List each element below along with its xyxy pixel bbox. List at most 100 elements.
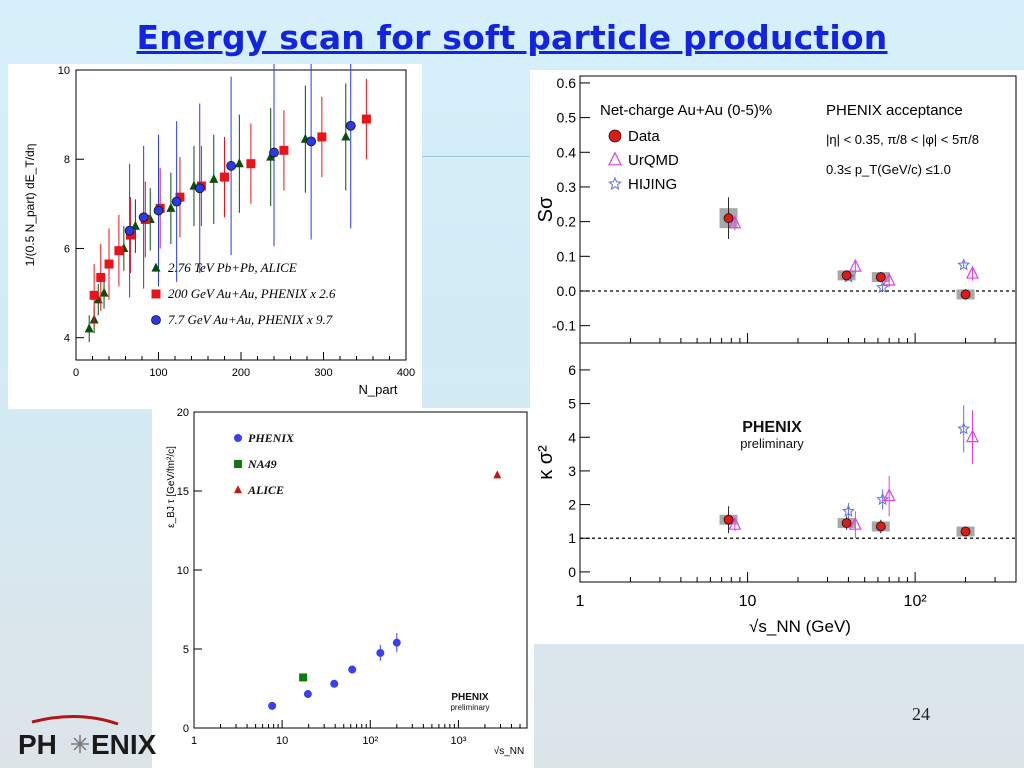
data-point bbox=[966, 429, 979, 443]
x-tick-label: 10 bbox=[276, 735, 288, 747]
watermark-subtitle: preliminary bbox=[740, 436, 804, 451]
data-point bbox=[876, 280, 890, 294]
data-point bbox=[194, 183, 205, 194]
chart-panel-bjorken: 0 5 10 15 20 1 10 10² 10³ ε_BJ τ [GeV/fm²/c] √s_NN… bbox=[152, 408, 534, 768]
series-circle bbox=[723, 506, 971, 537]
legend-marker bbox=[234, 460, 242, 468]
chart-bjorken-energy: 0 5 10 15 20 1 10 10² 10³ ε_BJ τ [GeV/fm²/c] √s_NN… bbox=[166, 408, 528, 757]
legend-marker bbox=[608, 151, 622, 166]
data-point bbox=[268, 701, 277, 710]
chart-panel-et-npart: 0 100 200 300 400 4 6 8 10 1/(0.5 N_part) dE_T/dη… bbox=[8, 64, 422, 409]
data-point bbox=[96, 272, 106, 282]
data-point bbox=[841, 518, 852, 528]
y-tick-label: 0.1 bbox=[557, 248, 577, 264]
series-circle bbox=[723, 197, 971, 300]
legend-marker bbox=[151, 262, 161, 272]
y-tick-label: 0.0 bbox=[557, 283, 577, 299]
legend-label: 7.7 GeV Au+Au, PHENIX x 9.7 bbox=[168, 312, 333, 327]
x-tick-label: 10³ bbox=[450, 735, 466, 747]
data-point bbox=[723, 514, 734, 525]
y-tick-label: 0 bbox=[183, 723, 189, 735]
y-axis-label: ε_BJ τ [GeV/fm²/c] bbox=[166, 446, 177, 528]
watermark-title: PHENIX bbox=[451, 692, 489, 703]
legend-marker bbox=[151, 315, 161, 325]
y-tick-label: 10 bbox=[177, 565, 189, 577]
legend-label: 2.76 TeV Pb+Pb, ALICE bbox=[168, 260, 297, 275]
data-point bbox=[89, 290, 99, 300]
y-tick-label: 5 bbox=[568, 396, 576, 412]
data-point bbox=[341, 131, 351, 141]
page-number: 24 bbox=[912, 704, 930, 724]
data-point bbox=[848, 516, 862, 530]
slide-title: Energy scan for soft particle production bbox=[136, 18, 888, 57]
chart-et-vs-npart: 0 100 200 300 400 4 6 8 10 1/(0.5 N_part) dE_T/dη… bbox=[23, 64, 415, 397]
y-tick-label: 15 bbox=[177, 486, 189, 498]
data-point bbox=[279, 145, 289, 155]
y-tick-label: 0.3 bbox=[557, 179, 577, 195]
data-point bbox=[220, 172, 229, 182]
divider-line bbox=[420, 156, 532, 157]
y-tick-label: 2 bbox=[568, 497, 576, 513]
acceptance-title: PHENIX acceptance bbox=[826, 102, 963, 119]
data-point bbox=[392, 638, 401, 647]
series-triangle-open bbox=[728, 215, 979, 288]
data-point bbox=[171, 196, 182, 207]
series-star-open bbox=[841, 258, 971, 294]
series-triangle-open bbox=[728, 410, 979, 539]
data-point bbox=[306, 136, 317, 147]
acceptance-eta: |η| < 0.35, π/8 < |φ| < 5π/8 bbox=[826, 132, 979, 147]
data-point bbox=[99, 287, 109, 297]
legend-label: PHENIX bbox=[248, 431, 295, 445]
x-tick-label: 400 bbox=[397, 367, 415, 379]
series-circle bbox=[268, 633, 401, 710]
data-point bbox=[728, 516, 742, 530]
y-tick-label: 0.4 bbox=[557, 144, 577, 160]
legend-label: Data bbox=[628, 128, 660, 145]
data-point bbox=[348, 665, 357, 674]
x-tick-label: 0 bbox=[73, 367, 79, 379]
y-tick-label: 4 bbox=[568, 429, 576, 445]
x-tick-label: 10² bbox=[904, 593, 928, 610]
data-point bbox=[303, 690, 312, 699]
data-point bbox=[966, 265, 979, 279]
acceptance-pt: 0.3≤ p_T(GeV/c) ≤1.0 bbox=[826, 162, 951, 177]
data-point bbox=[209, 173, 219, 183]
y-tick-label: 0 bbox=[568, 564, 576, 580]
y-tick-label: 6 bbox=[568, 362, 576, 378]
series-triangle bbox=[493, 470, 502, 479]
series-star-open bbox=[841, 405, 971, 520]
data-point bbox=[841, 270, 852, 281]
x-tick-label: 200 bbox=[232, 367, 250, 379]
data-point bbox=[876, 492, 890, 506]
data-point bbox=[317, 132, 327, 142]
legend-label: ALICE bbox=[247, 483, 284, 497]
y-tick-label: 4 bbox=[64, 333, 70, 345]
series-circle bbox=[124, 64, 356, 298]
legend-marker bbox=[234, 485, 242, 494]
data-point bbox=[175, 192, 185, 202]
data-point bbox=[960, 289, 971, 300]
x-axis-label: √s_NN bbox=[494, 745, 525, 757]
legend-marker bbox=[151, 289, 161, 299]
legend-marker bbox=[608, 176, 622, 190]
data-point bbox=[493, 470, 502, 479]
data-point bbox=[84, 323, 94, 333]
data-point bbox=[841, 504, 855, 517]
legend-label: HIJING bbox=[628, 176, 677, 193]
y-tick-label: 8 bbox=[64, 154, 70, 166]
chart-panel-cumulants: -0.1 0.0 0.1 0.2 0.3 0.4 0.5 0.6 Sσ Net-charge Au… bbox=[530, 70, 1024, 644]
data-point bbox=[875, 272, 886, 283]
data-point bbox=[269, 147, 279, 158]
series-square bbox=[299, 673, 308, 682]
y-tick-label: 0.6 bbox=[557, 75, 577, 91]
y-tick-label: 20 bbox=[177, 408, 189, 419]
data-point bbox=[138, 212, 149, 223]
data-point bbox=[114, 246, 124, 256]
data-point bbox=[330, 679, 339, 688]
data-point bbox=[848, 258, 862, 272]
data-point bbox=[166, 202, 176, 212]
x-tick-label: 1 bbox=[576, 593, 585, 610]
panel-frame bbox=[579, 342, 1017, 583]
data-point bbox=[124, 225, 135, 236]
y-tick-label: 1 bbox=[568, 530, 576, 546]
